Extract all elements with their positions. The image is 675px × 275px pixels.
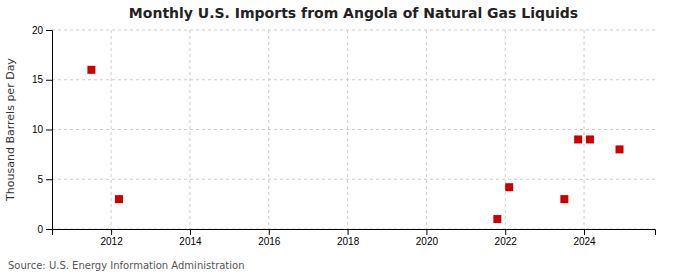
tick-label: 2024 bbox=[573, 236, 596, 247]
tick-label: 2018 bbox=[337, 236, 360, 247]
tick-mark bbox=[584, 229, 585, 235]
chart: 2012 2014 2016 2018 2020 2022 2024 0 5 10 15 20 Mont… bbox=[0, 0, 675, 275]
square-marker bbox=[115, 195, 123, 203]
y-axis-title: Thousand Barrels per Day bbox=[4, 58, 17, 202]
grid-line bbox=[584, 30, 585, 229]
tick-label: 2016 bbox=[258, 236, 281, 247]
tick: 2024 bbox=[573, 229, 596, 247]
tick-label: 2022 bbox=[495, 236, 518, 247]
tick-label: 15 bbox=[32, 74, 44, 85]
grid-line bbox=[52, 79, 655, 80]
tick: 0 bbox=[37, 224, 52, 235]
annotation: Source: U.S. Energy Information Administ… bbox=[8, 260, 245, 271]
tick-label: 2012 bbox=[100, 236, 123, 247]
square-marker bbox=[616, 145, 624, 153]
tick: 10 bbox=[32, 124, 52, 135]
tick: 15 bbox=[32, 74, 52, 85]
square-marker bbox=[574, 135, 582, 143]
tick-mark bbox=[190, 229, 191, 235]
tick-mark bbox=[426, 229, 427, 235]
tick-label: 10 bbox=[32, 124, 44, 135]
square-marker bbox=[87, 66, 95, 74]
tick: 2018 bbox=[337, 229, 360, 247]
grid-line bbox=[111, 30, 112, 229]
tick-mark bbox=[269, 229, 270, 235]
tick-label: 2020 bbox=[416, 236, 439, 247]
tick-label: 20 bbox=[32, 25, 44, 36]
axis-line bbox=[53, 230, 656, 236]
title: Monthly U.S. Imports from Angola of Natu… bbox=[129, 5, 578, 21]
tick-mark bbox=[348, 229, 349, 235]
tick: 5 bbox=[37, 174, 52, 185]
tick-mark bbox=[46, 179, 52, 180]
tick: 20 bbox=[32, 25, 52, 36]
tick-mark bbox=[111, 229, 112, 235]
tick-mark bbox=[46, 130, 52, 131]
grid-line bbox=[52, 179, 655, 180]
tick-mark bbox=[46, 229, 52, 230]
square-marker bbox=[560, 195, 568, 203]
tick-mark bbox=[505, 229, 506, 235]
axis-line bbox=[46, 31, 53, 230]
tick: 2014 bbox=[179, 229, 202, 247]
y-axis: 0 5 10 15 20 bbox=[32, 25, 53, 235]
square-marker bbox=[586, 135, 594, 143]
tick-label: 0 bbox=[37, 224, 43, 235]
plot: 2012 2014 2016 2018 2020 2022 2024 0 5 10 15 20 bbox=[32, 25, 656, 247]
grid-line bbox=[52, 129, 655, 130]
tick: 2016 bbox=[258, 229, 281, 247]
tick-label: 5 bbox=[37, 174, 43, 185]
tick-mark bbox=[46, 80, 52, 81]
x-axis: 2012 2014 2016 2018 2020 2022 2024 bbox=[53, 229, 656, 247]
tick-label: 2014 bbox=[179, 236, 202, 247]
square-marker bbox=[505, 183, 513, 191]
tick: 2020 bbox=[416, 229, 439, 247]
grid bbox=[52, 30, 655, 229]
tick: 2022 bbox=[495, 229, 518, 247]
tick-mark bbox=[46, 30, 52, 31]
tick: 2012 bbox=[100, 229, 123, 247]
points bbox=[87, 66, 623, 223]
grid-line bbox=[52, 30, 655, 31]
square-marker bbox=[493, 215, 501, 223]
